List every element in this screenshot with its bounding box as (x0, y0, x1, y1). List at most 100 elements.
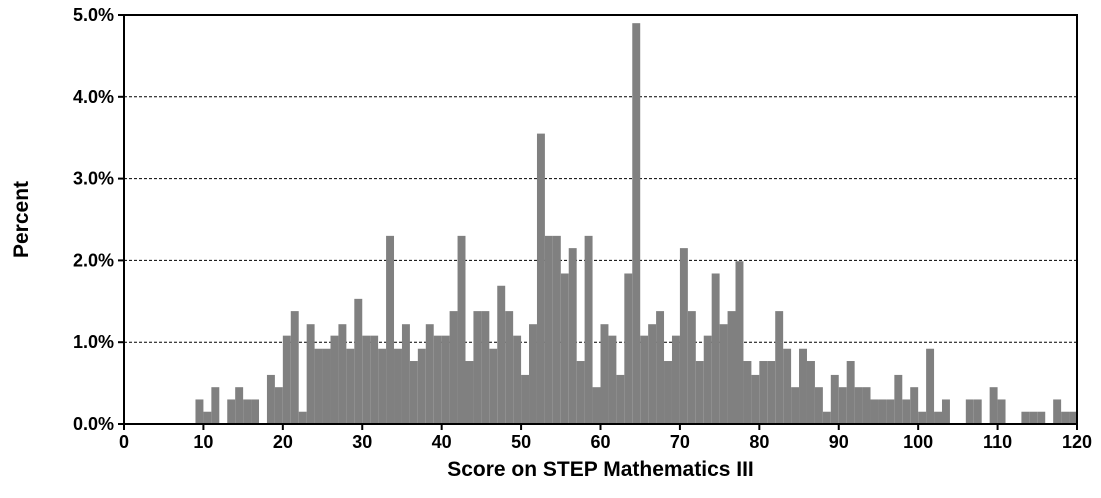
bar (775, 311, 783, 424)
y-tick-label: 1.0% (73, 332, 114, 352)
bar (942, 399, 950, 424)
bar (569, 248, 577, 424)
bar (378, 349, 386, 424)
bar (370, 336, 378, 424)
bar (815, 387, 823, 424)
bar (577, 361, 585, 424)
x-tick-label: 100 (903, 432, 933, 452)
x-tick-label: 80 (749, 432, 769, 452)
bar (267, 375, 275, 424)
bar (323, 349, 331, 424)
x-tick-label: 120 (1062, 432, 1092, 452)
bar (362, 336, 370, 424)
bar (712, 273, 720, 424)
bar (998, 399, 1006, 424)
bar (886, 399, 894, 424)
bar (680, 248, 688, 424)
bar (1029, 412, 1037, 424)
bar (688, 311, 696, 424)
bar (315, 349, 323, 424)
bar (720, 324, 728, 424)
bar (521, 375, 529, 424)
bar (354, 299, 362, 424)
bar (489, 349, 497, 424)
bar (807, 361, 815, 424)
bar (283, 336, 291, 424)
x-axis-ticks: 0 10 20 30 40 50 60 70 80 90 100 110 120 (119, 424, 1092, 452)
bar (608, 336, 616, 424)
bar (847, 361, 855, 424)
y-tick-label: 4.0% (73, 87, 114, 107)
x-tick-label: 50 (511, 432, 531, 452)
bar (918, 412, 926, 424)
bar (442, 336, 450, 424)
y-tick-label: 5.0% (73, 5, 114, 25)
bars (195, 23, 1077, 424)
bar (203, 412, 211, 424)
bar (966, 399, 974, 424)
bar (513, 336, 521, 424)
bar (426, 324, 434, 424)
y-axis-ticks: 0.0% 1.0% 2.0% 3.0% 4.0% 5.0% (73, 5, 124, 434)
x-tick-label: 30 (352, 432, 372, 452)
bar (1069, 412, 1077, 424)
y-tick-label: 0.0% (73, 414, 114, 434)
bar (728, 311, 736, 424)
bar (990, 387, 998, 424)
bar (759, 361, 767, 424)
bar (394, 349, 402, 424)
x-tick-label: 60 (590, 432, 610, 452)
bar (338, 324, 346, 424)
bar (505, 311, 513, 424)
bar (307, 324, 315, 424)
bar (291, 311, 299, 424)
bar (481, 311, 489, 424)
bar (616, 375, 624, 424)
bar (529, 324, 537, 424)
bar (799, 349, 807, 424)
bar (871, 399, 879, 424)
bar (648, 324, 656, 424)
x-tick-label: 70 (670, 432, 690, 452)
x-tick-label: 40 (432, 432, 452, 452)
bar (434, 336, 442, 424)
bar (910, 387, 918, 424)
y-axis-title: Percent (10, 181, 33, 258)
bar (601, 324, 609, 424)
bar (410, 361, 418, 424)
bar (386, 236, 394, 424)
bar (465, 361, 473, 424)
bar (1021, 412, 1029, 424)
y-tick-label: 3.0% (73, 169, 114, 189)
bar (632, 23, 640, 424)
bar (934, 412, 942, 424)
bar (195, 399, 203, 424)
bar (704, 336, 712, 424)
bar (926, 349, 934, 424)
bar (656, 311, 664, 424)
grid-lines (124, 97, 1077, 342)
x-tick-label: 10 (193, 432, 213, 452)
bar (402, 324, 410, 424)
bar (743, 361, 751, 424)
bar (346, 349, 354, 424)
bar (974, 399, 982, 424)
bar (251, 399, 259, 424)
x-tick-label: 110 (983, 432, 1012, 452)
bar (664, 361, 672, 424)
y-tick-label: 2.0% (73, 250, 114, 270)
bar (863, 387, 871, 424)
x-tick-label: 90 (829, 432, 849, 452)
x-tick-label: 20 (273, 432, 293, 452)
bar (767, 361, 775, 424)
bar (640, 336, 648, 424)
bar (1053, 399, 1061, 424)
x-axis-title: Score on STEP Mathematics III (447, 458, 754, 481)
bar (299, 412, 307, 424)
bar (855, 387, 863, 424)
bar (791, 387, 799, 424)
bar (894, 375, 902, 424)
bar (235, 387, 243, 424)
